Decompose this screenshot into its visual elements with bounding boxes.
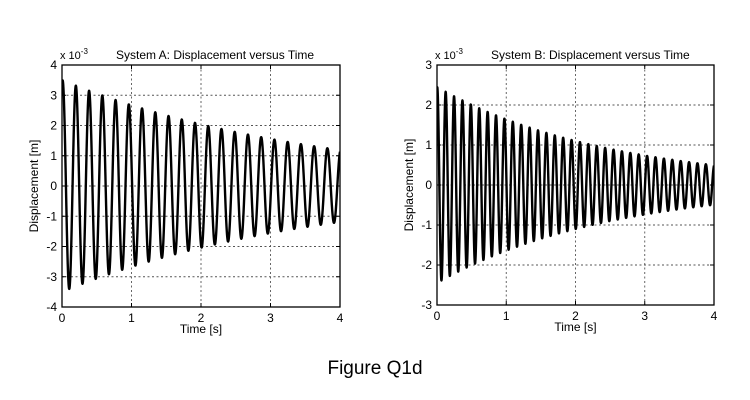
y-tick-label: 2 <box>50 119 57 133</box>
y-tick-label: 1 <box>425 138 432 152</box>
y-tick-label: 1 <box>50 149 57 163</box>
x-tick-label: 0 <box>59 311 66 325</box>
x-tick-label: 1 <box>128 311 135 325</box>
y-tick-label: 4 <box>50 58 57 72</box>
chart-title: System A: Displacement versus Time <box>116 48 314 62</box>
y-axis-label: Displacement [m] <box>27 140 41 233</box>
y-tick-label: -1 <box>46 209 57 223</box>
chart-system-b: 0 1 2 3 4 -3 -2 -1 0 1 2 3 System B: Displacement ve… <box>402 47 718 334</box>
y-tick-label: 2 <box>425 98 432 112</box>
y-axis-label: Displacement [m] <box>402 139 416 232</box>
x-axis-label: Time [s] <box>554 320 596 334</box>
x-tick-label: 4 <box>337 311 344 325</box>
y-scale-factor: x 10-3 <box>435 47 463 62</box>
y-tick-label: -1 <box>421 218 432 232</box>
y-tick-label: 0 <box>50 179 57 193</box>
chart-title: System B: Displacement versus Time <box>491 48 690 62</box>
x-tick-label: 0 <box>434 309 441 323</box>
y-tick-label: -2 <box>46 240 57 254</box>
figure-caption: Figure Q1d <box>327 358 423 379</box>
y-tick-label: 3 <box>50 88 57 102</box>
series-line-system-a <box>62 79 340 291</box>
y-tick-label: -3 <box>421 298 432 312</box>
series-line-system-b <box>437 86 714 282</box>
x-tick-label: 4 <box>711 309 718 323</box>
y-tick-label: 0 <box>425 178 432 192</box>
y-tick-label: -2 <box>421 258 432 272</box>
x-tick-label: 2 <box>198 311 205 325</box>
grid <box>437 65 714 305</box>
x-axis-label: Time [s] <box>180 322 222 336</box>
y-tick-label: -3 <box>46 270 57 284</box>
y-tick-label: 3 <box>425 58 432 72</box>
y-scale-factor: x 10-3 <box>60 47 88 62</box>
x-tick-label: 2 <box>572 309 579 323</box>
chart-system-a: 0 1 2 3 4 -4 -3 -2 -1 0 1 2 3 4 System A: Displacement… <box>27 47 344 336</box>
x-tick-label: 1 <box>503 309 510 323</box>
x-tick-label: 3 <box>267 311 274 325</box>
y-tick-label: -4 <box>46 300 57 314</box>
x-tick-label: 3 <box>641 309 648 323</box>
